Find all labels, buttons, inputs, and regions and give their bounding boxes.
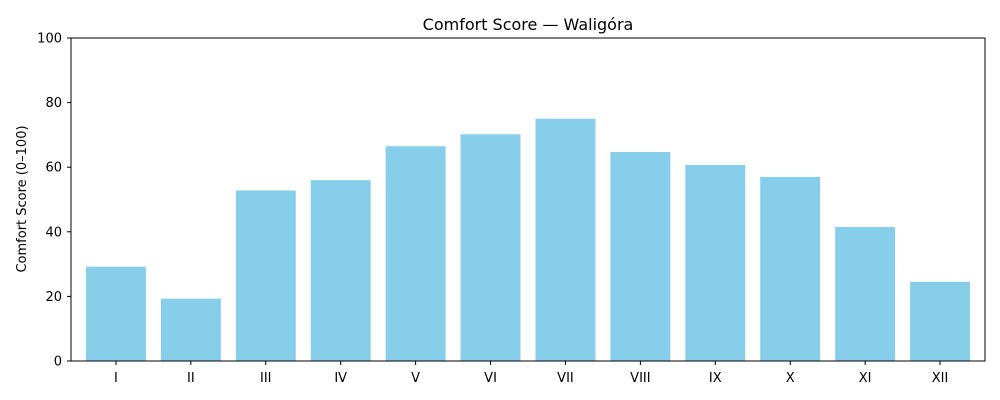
y-tick-label: 100 bbox=[37, 32, 62, 47]
bar-XII bbox=[910, 281, 971, 361]
bar-XI bbox=[835, 226, 896, 361]
plot-frame bbox=[70, 37, 986, 362]
bar-VIII bbox=[610, 152, 671, 361]
bar-II bbox=[160, 298, 221, 361]
x-tick-label: II bbox=[187, 371, 195, 386]
bar-III bbox=[235, 190, 296, 361]
bar-IX bbox=[685, 164, 746, 361]
x-tick-label: IV bbox=[334, 371, 347, 386]
bars-group bbox=[85, 118, 971, 361]
bar-V bbox=[385, 146, 446, 361]
chart-title: Comfort Score — Waligóra bbox=[423, 15, 634, 34]
x-tick-label: XII bbox=[932, 371, 949, 386]
y-axis-label: Comfort Score (0–100) bbox=[15, 125, 30, 272]
x-tick-label: VI bbox=[484, 371, 497, 386]
x-tick-label: XI bbox=[859, 371, 872, 386]
bar-VII bbox=[535, 118, 596, 361]
x-tick-label: III bbox=[260, 371, 272, 386]
bar-IV bbox=[310, 180, 371, 361]
y-tick-label: 40 bbox=[45, 225, 62, 240]
x-tick-label: IX bbox=[709, 371, 722, 386]
y-tick-label: 20 bbox=[45, 290, 62, 305]
y-tick-label: 80 bbox=[45, 96, 62, 111]
x-tick-label: X bbox=[786, 371, 795, 386]
x-ticks-group: I II III IV V VI VII VIII IX X XI XII bbox=[114, 361, 948, 386]
x-tick-label: V bbox=[411, 371, 420, 386]
x-tick-label: VII bbox=[557, 371, 574, 386]
bar-I bbox=[85, 266, 146, 361]
bar-X bbox=[760, 176, 821, 361]
bar-VI bbox=[460, 134, 521, 361]
x-tick-label: I bbox=[114, 371, 118, 386]
x-tick-label: VIII bbox=[630, 371, 650, 386]
y-tick-label: 60 bbox=[45, 161, 62, 176]
y-tick-label: 0 bbox=[54, 355, 62, 370]
y-ticks-group: 0 20 40 60 80 100 bbox=[37, 32, 71, 370]
